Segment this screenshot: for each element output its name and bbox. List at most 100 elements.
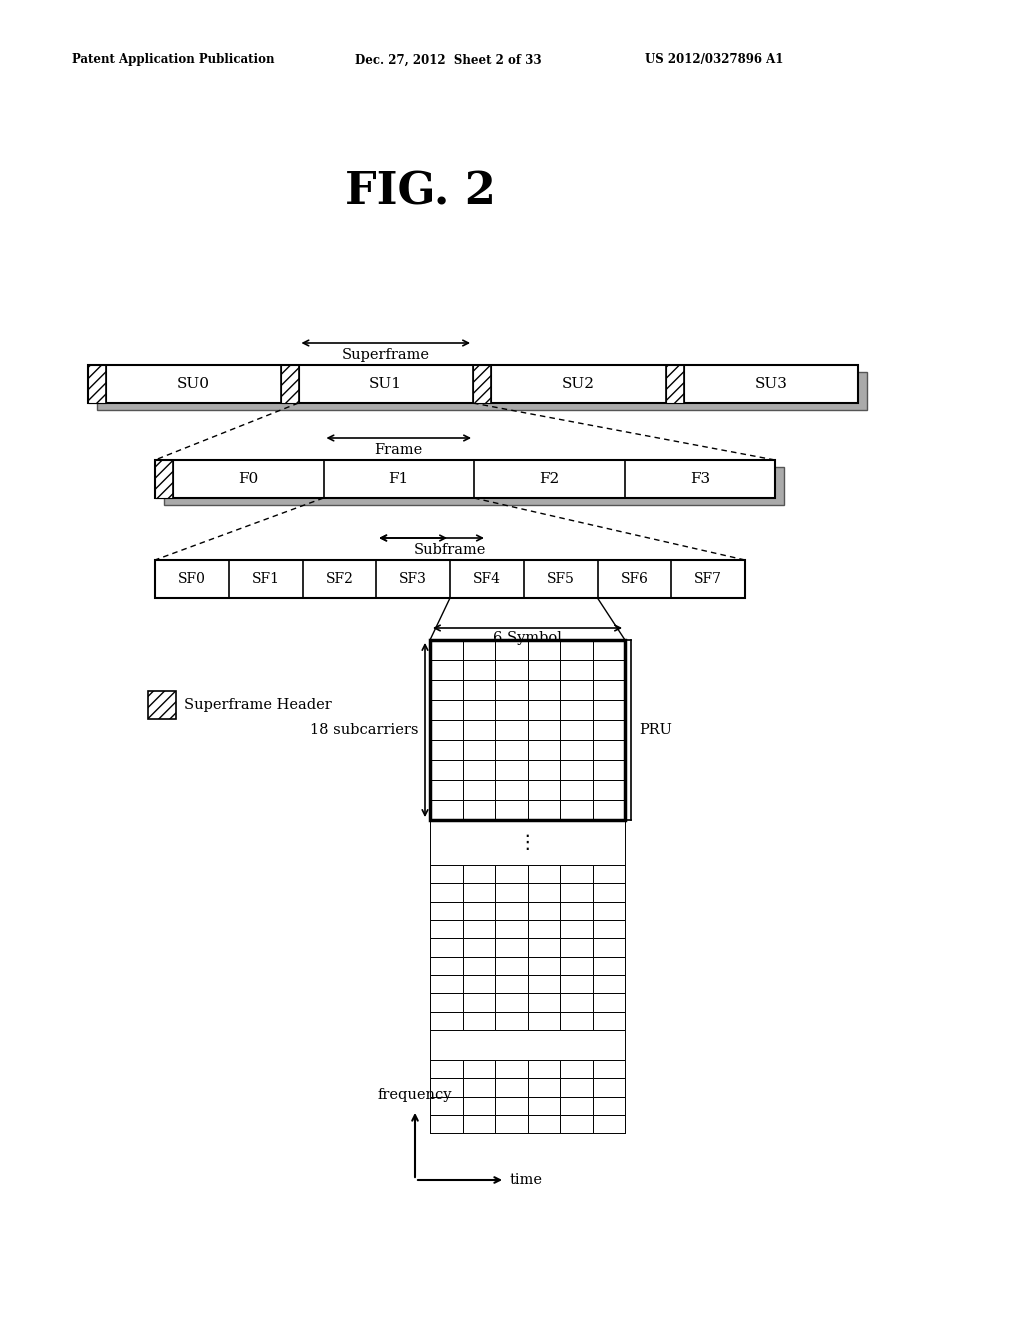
Bar	[527, 800, 560, 820]
Bar	[463, 719, 495, 741]
Bar	[463, 975, 495, 994]
Bar	[593, 1115, 625, 1134]
Text: SU3: SU3	[755, 378, 787, 391]
Bar	[527, 719, 560, 741]
Bar	[430, 660, 463, 680]
Bar	[495, 1115, 527, 1134]
Bar	[593, 1060, 625, 1078]
Bar	[155, 459, 173, 498]
Bar	[463, 1097, 495, 1115]
Text: Frame: Frame	[375, 444, 423, 457]
Text: SF3: SF3	[399, 572, 427, 586]
Bar	[430, 741, 463, 760]
Bar	[593, 741, 625, 760]
Bar	[463, 680, 495, 700]
Bar	[593, 680, 625, 700]
Bar	[560, 640, 593, 660]
Bar	[560, 719, 593, 741]
Bar	[527, 760, 560, 780]
Bar	[430, 1078, 463, 1097]
Bar	[495, 902, 527, 920]
Text: SF1: SF1	[252, 572, 280, 586]
Text: Superframe Header: Superframe Header	[184, 698, 332, 711]
Bar	[430, 1011, 463, 1030]
Bar	[593, 800, 625, 820]
Bar	[593, 994, 625, 1011]
Bar	[593, 1011, 625, 1030]
Bar	[560, 939, 593, 957]
Text: SU0: SU0	[177, 378, 210, 391]
Bar	[560, 994, 593, 1011]
Bar	[593, 640, 625, 660]
Bar	[463, 920, 495, 939]
Bar	[430, 780, 463, 800]
Bar	[495, 741, 527, 760]
Bar	[560, 660, 593, 680]
Bar	[430, 1060, 463, 1078]
Text: SF4: SF4	[473, 572, 501, 586]
Bar	[88, 366, 106, 403]
Bar	[593, 1097, 625, 1115]
Text: SF6: SF6	[621, 572, 648, 586]
Bar	[527, 700, 560, 719]
Bar	[560, 902, 593, 920]
Text: 6 Symbol: 6 Symbol	[494, 631, 562, 645]
Bar	[495, 975, 527, 994]
Text: SU1: SU1	[370, 378, 402, 391]
Text: Patent Application Publication: Patent Application Publication	[72, 54, 274, 66]
Bar	[527, 975, 560, 994]
Bar	[97, 372, 867, 411]
Text: ⋮: ⋮	[518, 833, 538, 851]
Bar	[463, 994, 495, 1011]
Bar	[527, 680, 560, 700]
Text: Superframe: Superframe	[342, 348, 430, 362]
Bar	[560, 1011, 593, 1030]
Bar	[527, 1097, 560, 1115]
Bar	[430, 920, 463, 939]
Bar	[560, 780, 593, 800]
Bar	[495, 957, 527, 975]
Text: FIG. 2: FIG. 2	[344, 170, 496, 214]
Bar	[560, 1060, 593, 1078]
Bar	[495, 780, 527, 800]
Bar	[495, 1097, 527, 1115]
Bar	[463, 865, 495, 883]
Bar	[430, 800, 463, 820]
Bar	[560, 883, 593, 902]
Text: PRU: PRU	[639, 723, 672, 737]
Bar	[666, 366, 683, 403]
Text: F3: F3	[690, 473, 710, 486]
Bar	[593, 1078, 625, 1097]
Bar	[495, 760, 527, 780]
Bar	[527, 920, 560, 939]
Bar	[593, 920, 625, 939]
Bar	[463, 660, 495, 680]
Bar	[560, 975, 593, 994]
Bar	[593, 957, 625, 975]
Bar	[560, 680, 593, 700]
Bar	[593, 939, 625, 957]
Bar	[430, 975, 463, 994]
Bar	[463, 760, 495, 780]
Bar	[527, 994, 560, 1011]
Bar	[430, 1115, 463, 1134]
Bar	[560, 800, 593, 820]
Bar	[560, 741, 593, 760]
Bar	[463, 741, 495, 760]
Bar	[463, 902, 495, 920]
Bar	[495, 719, 527, 741]
Bar	[495, 640, 527, 660]
Bar	[593, 883, 625, 902]
Bar	[430, 994, 463, 1011]
Bar	[527, 660, 560, 680]
Bar	[593, 700, 625, 719]
Text: SF2: SF2	[326, 572, 353, 586]
Text: SU2: SU2	[562, 378, 595, 391]
Bar	[560, 920, 593, 939]
Bar	[463, 780, 495, 800]
Bar	[495, 800, 527, 820]
Text: F2: F2	[539, 473, 559, 486]
Bar	[593, 780, 625, 800]
Bar	[495, 994, 527, 1011]
Bar	[593, 865, 625, 883]
